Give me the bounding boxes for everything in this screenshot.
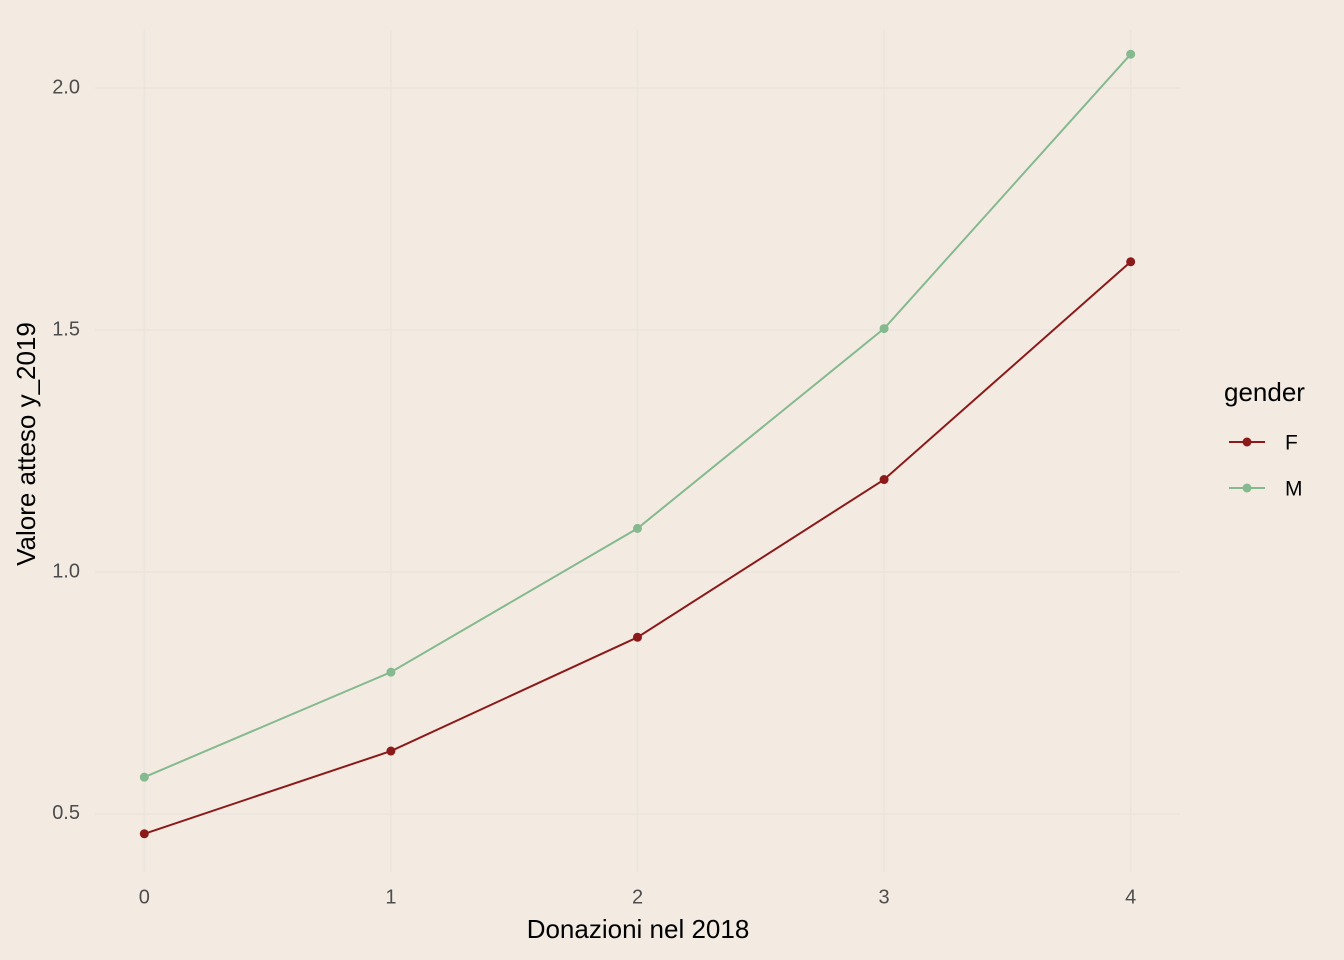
data-point xyxy=(879,324,889,334)
y-axis-title: Valore atteso y_2019 xyxy=(11,322,41,566)
x-tick-label: 4 xyxy=(1125,886,1136,908)
data-point xyxy=(386,667,396,677)
data-point xyxy=(139,829,149,839)
data-point xyxy=(633,632,642,642)
x-tick-label: 1 xyxy=(385,886,396,908)
legend-title: gender xyxy=(1224,377,1305,407)
y-tick-label: 1.5 xyxy=(52,318,80,340)
y-tick-label: 0.5 xyxy=(52,802,80,824)
data-point xyxy=(879,475,889,485)
grid xyxy=(95,30,1180,872)
data-point xyxy=(386,746,396,756)
x-tick-label: 3 xyxy=(879,886,890,908)
legend-point xyxy=(1242,437,1252,447)
legend-label: M xyxy=(1285,478,1303,501)
data-point xyxy=(139,772,149,782)
legend-label: F xyxy=(1285,432,1298,455)
x-tick-label: 2 xyxy=(632,886,643,908)
y-tick-label: 1.0 xyxy=(52,560,80,582)
y-tick-label: 2.0 xyxy=(52,76,80,98)
data-point xyxy=(633,523,642,533)
legend-point xyxy=(1242,483,1252,493)
data-point xyxy=(1126,257,1136,267)
x-tick-label: 0 xyxy=(139,886,150,908)
data-point xyxy=(1126,49,1136,59)
x-axis-title: Donazioni nel 2018 xyxy=(527,914,750,944)
